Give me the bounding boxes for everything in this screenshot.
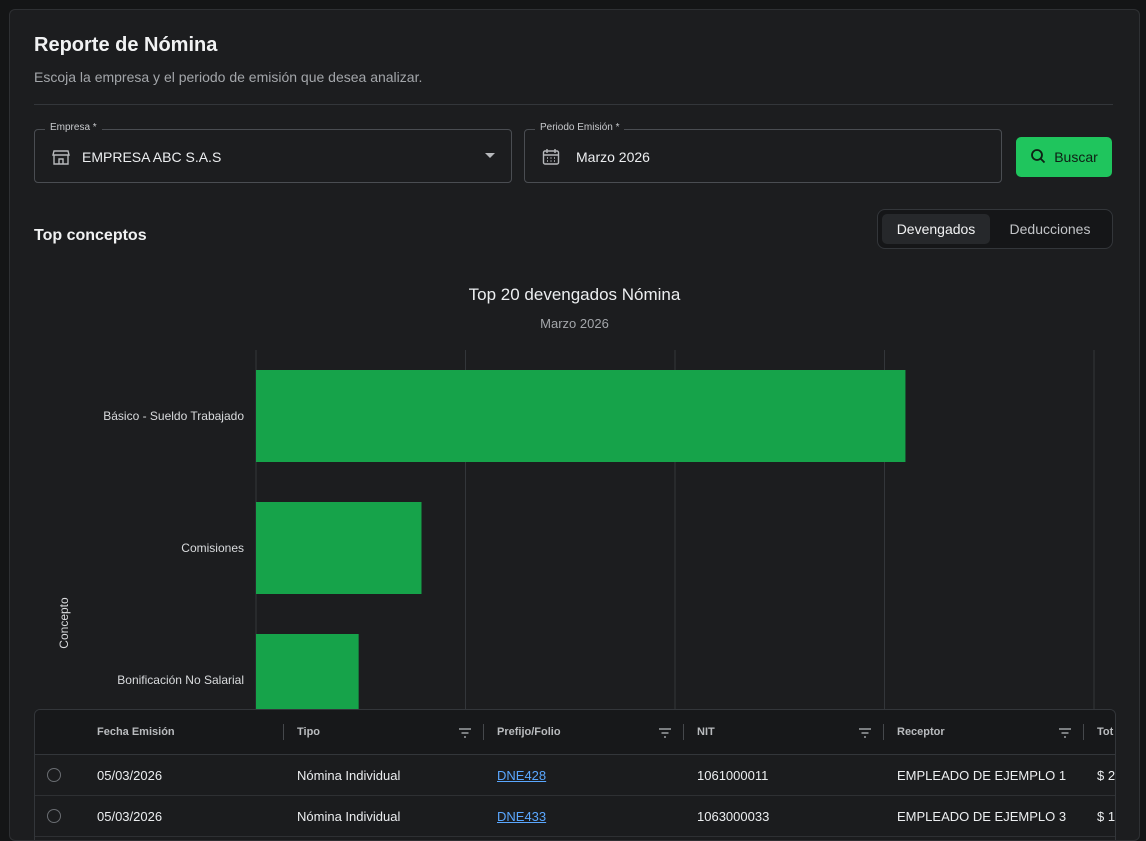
search-button-label: Buscar xyxy=(1054,149,1098,165)
cell-fecha: 05/03/2026 xyxy=(97,767,163,783)
section-title: Top conceptos xyxy=(34,227,147,244)
table-row[interactable]: 05/03/2026 Nómina Individual DNE428 1061… xyxy=(35,755,1115,796)
chevron-down-icon[interactable] xyxy=(485,153,495,158)
chart-category-label: Bonificación No Salarial xyxy=(117,673,244,687)
tab-devengados[interactable]: Devengados xyxy=(882,214,990,244)
bar-chart: Básico - Sueldo Trabajado Comisiones Bonif… xyxy=(57,350,1095,720)
chart-bar[interactable] xyxy=(256,634,359,720)
cell-total: $ 1 xyxy=(1097,808,1116,824)
filter-icon[interactable] xyxy=(1058,726,1072,738)
cell-total: $ 2 xyxy=(1097,767,1116,783)
column-divider xyxy=(1083,724,1084,740)
periodo-label: Periodo Emisión * xyxy=(535,122,625,133)
table-header: Fecha Emisión Tipo Prefijo/Folio NIT Rec… xyxy=(35,710,1115,755)
empresa-value: EMPRESA ABC S.A.S xyxy=(82,149,222,165)
cell-tipo: Nómina Individual xyxy=(297,808,401,824)
filter-icon[interactable] xyxy=(858,726,872,738)
chart-title: Top 20 devengados Nómina xyxy=(468,285,681,304)
column-divider xyxy=(683,724,684,740)
row-checkbox[interactable] xyxy=(47,809,61,823)
periodo-date-field[interactable]: Periodo Emisión * Marzo 2026 xyxy=(524,122,1002,183)
table-row[interactable]: 05/03/2026 Nómina Individual DNE433 1063… xyxy=(35,796,1115,837)
column-header-tipo[interactable]: Tipo xyxy=(297,726,321,738)
chart-category-label: Básico - Sueldo Trabajado xyxy=(103,409,244,423)
chart-subtitle: Marzo 2026 xyxy=(540,316,609,331)
cell-fecha: 05/03/2026 xyxy=(97,808,163,824)
chart-bar[interactable] xyxy=(256,370,906,462)
payroll-report-card: Reporte de Nómina Escoja la empresa y el… xyxy=(9,9,1140,841)
cell-folio-link[interactable]: DNE433 xyxy=(497,808,547,824)
filter-icon[interactable] xyxy=(458,726,472,738)
periodo-value: Marzo 2026 xyxy=(576,149,650,165)
payroll-table: Fecha Emisión Tipo Prefijo/Folio NIT Rec… xyxy=(34,709,1116,840)
chart-category-label: Comisiones xyxy=(181,541,244,555)
tab-deducciones[interactable]: Deducciones xyxy=(1009,221,1091,237)
column-header-receptor[interactable]: Receptor xyxy=(897,726,945,738)
header-divider xyxy=(34,104,1113,105)
chart-y-axis-label: Concepto xyxy=(57,597,71,649)
column-header-total[interactable]: Tot xyxy=(1097,726,1114,738)
chart-bar[interactable] xyxy=(256,502,422,594)
column-header-fecha[interactable]: Fecha Emisión xyxy=(97,726,175,738)
search-button[interactable]: Buscar xyxy=(1016,137,1112,177)
calendar-icon xyxy=(541,147,561,167)
cell-tipo: Nómina Individual xyxy=(297,767,401,783)
page-subtitle: Escoja la empresa y el periodo de emisió… xyxy=(34,69,423,85)
cell-receptor: EMPLEADO DE EJEMPLO 1 xyxy=(897,767,1067,783)
store-icon xyxy=(51,147,71,167)
cell-nit: 1063000033 xyxy=(697,808,770,824)
empresa-label: Empresa * xyxy=(45,122,102,133)
page-title: Reporte de Nómina xyxy=(34,34,218,56)
concept-toggle: Devengados Deducciones xyxy=(877,209,1113,249)
column-header-prefijo[interactable]: Prefijo/Folio xyxy=(497,726,561,738)
column-header-nit[interactable]: NIT xyxy=(697,726,715,738)
column-divider xyxy=(283,724,284,740)
search-icon xyxy=(1030,148,1046,167)
cell-nit: 1061000011 xyxy=(697,767,769,783)
cell-folio-link[interactable]: DNE428 xyxy=(497,767,547,783)
column-divider xyxy=(483,724,484,740)
filter-icon[interactable] xyxy=(658,726,672,738)
column-divider xyxy=(883,724,884,740)
cell-receptor: EMPLEADO DE EJEMPLO 3 xyxy=(897,808,1067,824)
row-checkbox[interactable] xyxy=(47,768,61,782)
empresa-select[interactable]: Empresa * EMPRESA ABC S.A.S xyxy=(34,122,512,183)
